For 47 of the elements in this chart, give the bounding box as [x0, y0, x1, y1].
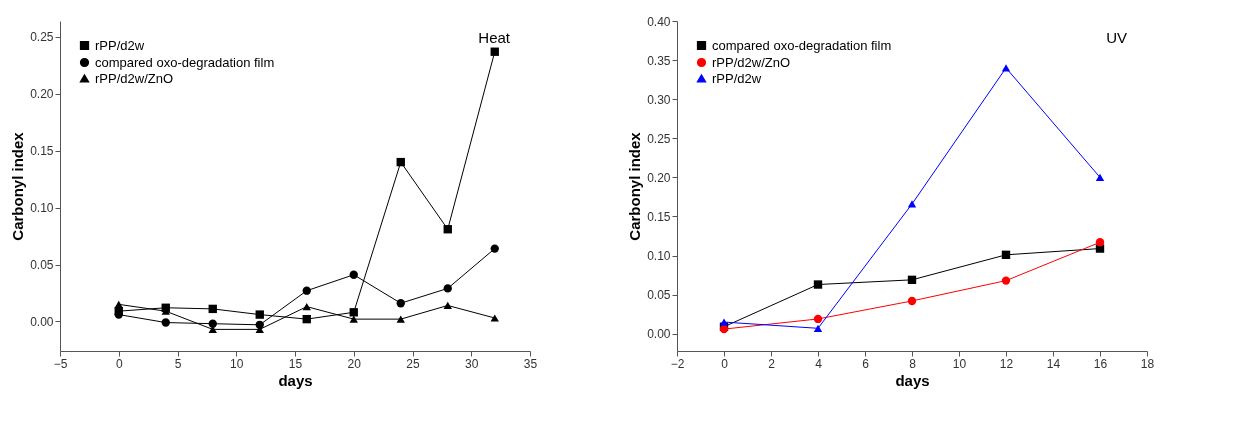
y-tick-label: 0.05: [647, 288, 671, 303]
legend-label: rPP/d2w: [712, 70, 762, 86]
y-tick-label: 0.05: [30, 258, 54, 273]
y-tick-label: 0.00: [30, 314, 54, 329]
y-tick-label: 0.20: [647, 170, 671, 185]
y-tick-label: 0.20: [30, 87, 54, 102]
x-tick-label: 4: [815, 356, 823, 371]
x-tick-label: 18: [1140, 356, 1155, 371]
x-tick-label: 25: [406, 356, 420, 371]
x-tick-label: 0: [721, 356, 729, 371]
x-tick-label: 8: [909, 356, 917, 371]
x-axis-title: days: [895, 371, 930, 389]
x-tick-label: 16: [1093, 356, 1108, 371]
x-axis-title: days: [278, 371, 313, 389]
x-tick-label: 20: [347, 356, 362, 371]
annotation: UV: [1106, 29, 1127, 46]
y-tick-label: 0.40: [647, 14, 671, 29]
annotation: Heat: [478, 29, 511, 46]
legend-label: rPP/d2w/ZnO: [712, 54, 791, 70]
y-tick-label: 0.25: [30, 30, 54, 45]
y-tick-label: 0.10: [647, 249, 671, 264]
x-tick-label: 10: [952, 356, 967, 371]
y-tick-label: 0.15: [647, 210, 671, 224]
x-tick-label: 14: [1046, 356, 1061, 371]
x-tick-label: 2: [768, 356, 776, 371]
legend-label: rPP/d2w/ZnO: [95, 70, 174, 86]
x-tick-label: 35: [523, 356, 538, 371]
y-tick-label: 0.25: [647, 131, 671, 146]
y-tick-label: 0.10: [30, 201, 54, 216]
y-axis-title: Carbonyl index: [9, 131, 27, 241]
x-tick-label: 10: [230, 356, 244, 371]
legend-label: compared oxo-degradation film: [95, 54, 275, 70]
y-tick-label: 0.15: [30, 144, 54, 159]
y-tick-label: 0.00: [647, 327, 671, 342]
x-tick-label: −5: [53, 356, 68, 371]
x-tick-label: 5: [174, 356, 182, 371]
x-tick-label: 6: [862, 356, 870, 371]
x-tick-label: 0: [115, 356, 123, 371]
x-tick-label: 15: [288, 356, 303, 371]
legend-label: compared oxo-degradation film: [712, 37, 892, 53]
x-tick-label: 12: [999, 356, 1014, 371]
y-tick-label: 0.30: [647, 92, 671, 107]
x-tick-label: 30: [465, 356, 479, 371]
y-tick-label: 0.35: [647, 53, 671, 68]
x-tick-label: −2: [670, 356, 685, 371]
legend-label: rPP/d2w: [95, 37, 145, 53]
y-axis-title: Carbonyl index: [626, 131, 644, 241]
